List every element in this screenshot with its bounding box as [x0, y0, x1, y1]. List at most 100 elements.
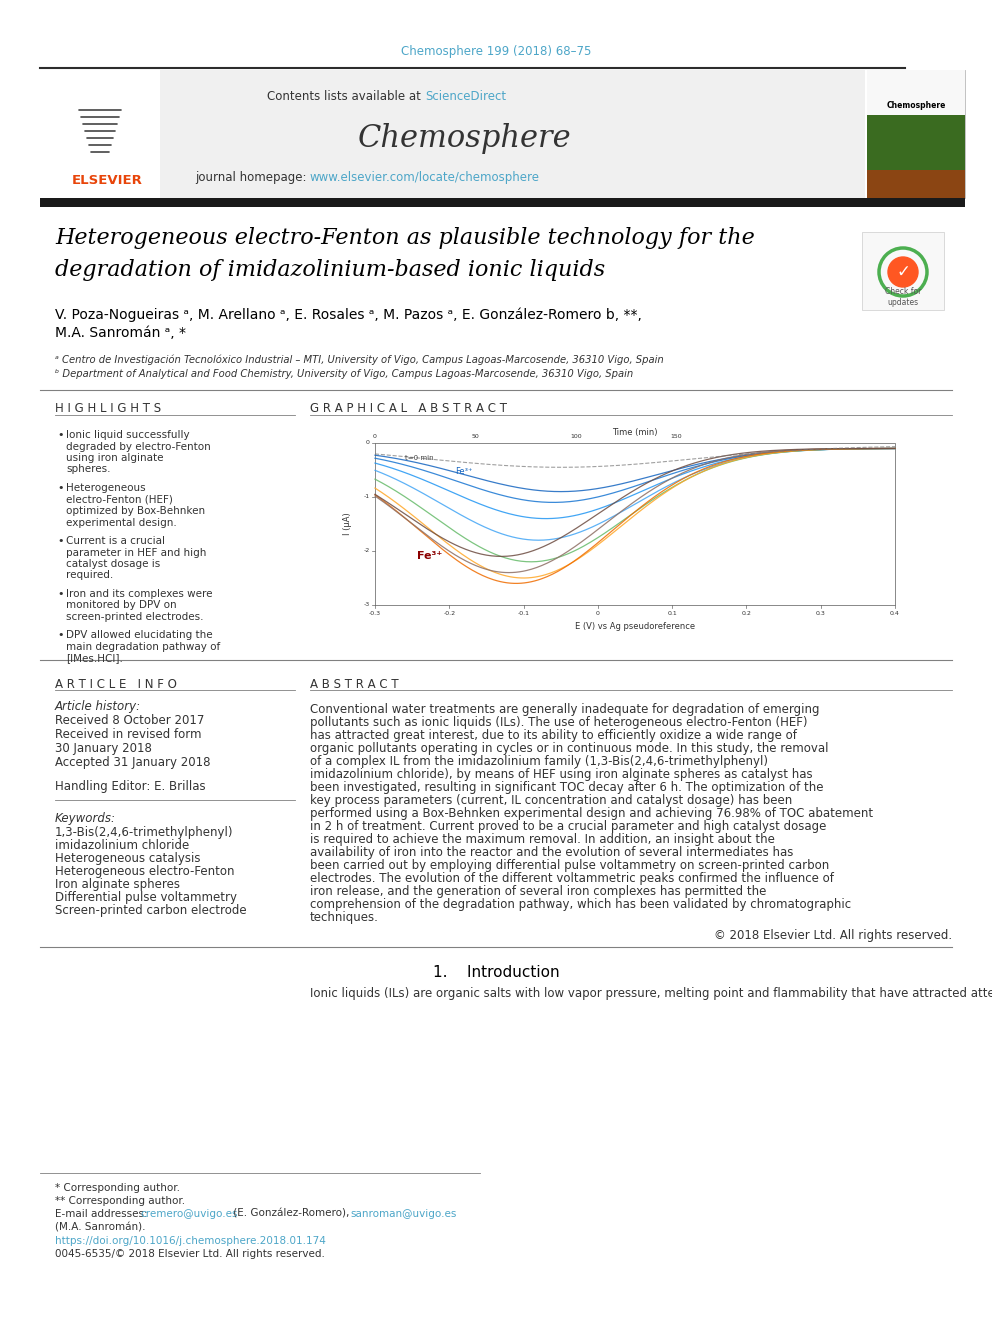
Text: A R T I C L E   I N F O: A R T I C L E I N F O [55, 677, 177, 691]
Text: been carried out by employing differential pulse voltammetry on screen-printed c: been carried out by employing differenti… [310, 859, 829, 872]
Text: Ionic liquid successfully: Ionic liquid successfully [66, 430, 189, 441]
Text: electro-Fenton (HEF): electro-Fenton (HEF) [66, 495, 173, 504]
Text: 50: 50 [471, 434, 479, 439]
Text: Heterogeneous catalysis: Heterogeneous catalysis [55, 852, 200, 865]
Text: -0.1: -0.1 [518, 611, 530, 617]
Text: Heterogeneous electro-Fenton: Heterogeneous electro-Fenton [55, 865, 234, 878]
Text: Received in revised form: Received in revised form [55, 728, 201, 741]
Text: 150: 150 [671, 434, 682, 439]
Text: Contents lists available at: Contents lists available at [268, 90, 425, 102]
Text: G R A P H I C A L   A B S T R A C T: G R A P H I C A L A B S T R A C T [310, 401, 507, 414]
Text: Chemosphere: Chemosphere [886, 101, 945, 110]
Text: is required to achieve the maximum removal. In addition, an insight about the: is required to achieve the maximum remov… [310, 833, 775, 845]
Text: •: • [57, 430, 63, 441]
Text: key process parameters (current, IL concentration and catalyst dosage) has been: key process parameters (current, IL conc… [310, 794, 793, 807]
Text: Handling Editor: E. Brillas: Handling Editor: E. Brillas [55, 781, 205, 792]
Text: 0: 0 [596, 611, 600, 617]
Text: -3: -3 [364, 602, 370, 607]
Text: Differential pulse voltammetry: Differential pulse voltammetry [55, 890, 237, 904]
Text: imidazolinium chloride), by means of HEF using iron alginate spheres as catalyst: imidazolinium chloride), by means of HEF… [310, 767, 812, 781]
Text: ScienceDirect: ScienceDirect [425, 90, 506, 102]
Text: 0: 0 [373, 434, 377, 439]
Text: 30 January 2018: 30 January 2018 [55, 742, 152, 755]
Text: cremero@uvigo.es: cremero@uvigo.es [140, 1209, 237, 1218]
Text: 1.    Introduction: 1. Introduction [433, 964, 559, 980]
Text: (M.A. Sanromán).: (M.A. Sanromán). [55, 1222, 146, 1232]
Text: ᵃ Centro de Investigación Tecnolóxico Industrial – MTI, University of Vigo, Camp: ᵃ Centro de Investigación Tecnolóxico In… [55, 355, 664, 365]
Bar [867, 115, 965, 169]
Text: degradation of imidazolinium-based ionic liquids: degradation of imidazolinium-based ionic… [55, 259, 605, 280]
Text: M.A. Sanromán ᵃ, *: M.A. Sanromán ᵃ, * [55, 325, 186, 340]
Text: 100: 100 [570, 434, 582, 439]
Text: ** Corresponding author.: ** Corresponding author. [55, 1196, 186, 1207]
Text: in 2 h of treatment. Current proved to be a crucial parameter and high catalyst : in 2 h of treatment. Current proved to b… [310, 820, 826, 833]
Text: Iron and its complexes were: Iron and its complexes were [66, 589, 212, 599]
Text: journal homepage:: journal homepage: [194, 172, 310, 184]
Bar [40, 198, 965, 206]
Text: Received 8 October 2017: Received 8 October 2017 [55, 714, 204, 728]
Text: E-mail addresses:: E-mail addresses: [55, 1209, 151, 1218]
Text: has attracted great interest, due to its ability to efficiently oxidize a wide r: has attracted great interest, due to its… [310, 729, 797, 742]
Text: www.elsevier.com/locate/chemosphere: www.elsevier.com/locate/chemosphere [310, 172, 540, 184]
Text: spheres.: spheres. [66, 464, 110, 475]
Text: Screen-printed carbon electrode: Screen-printed carbon electrode [55, 904, 247, 917]
Text: Iron alginate spheres: Iron alginate spheres [55, 878, 180, 890]
Text: iron release, and the generation of several iron complexes has permitted the: iron release, and the generation of seve… [310, 885, 767, 898]
Text: •: • [57, 483, 63, 493]
Text: required.: required. [66, 570, 113, 581]
Text: parameter in HEF and high: parameter in HEF and high [66, 548, 206, 557]
Bar [867, 70, 965, 198]
Text: •: • [57, 536, 63, 546]
Text: sanroman@uvigo.es: sanroman@uvigo.es [350, 1209, 456, 1218]
Text: •: • [57, 589, 63, 599]
Text: ✓: ✓ [896, 263, 910, 280]
Text: using iron alginate: using iron alginate [66, 452, 164, 463]
Text: electrodes. The evolution of the different voltammetric peaks confirmed the infl: electrodes. The evolution of the differe… [310, 872, 834, 885]
Text: •: • [57, 631, 63, 640]
Text: monitored by DPV on: monitored by DPV on [66, 601, 177, 610]
Text: pollutants such as ionic liquids (ILs). The use of heterogeneous electro-Fenton : pollutants such as ionic liquids (ILs). … [310, 716, 807, 729]
Text: Time (min): Time (min) [612, 429, 658, 438]
Text: https://doi.org/10.1016/j.chemosphere.2018.01.174: https://doi.org/10.1016/j.chemosphere.20… [55, 1236, 326, 1246]
Text: 1,3-Bis(2,4,6-trimethylphenyl): 1,3-Bis(2,4,6-trimethylphenyl) [55, 826, 233, 839]
Text: been investigated, resulting in significant TOC decay after 6 h. The optimizatio: been investigated, resulting in signific… [310, 781, 823, 794]
Text: catalyst dosage is: catalyst dosage is [66, 560, 161, 569]
Text: 0045-6535/© 2018 Elsevier Ltd. All rights reserved.: 0045-6535/© 2018 Elsevier Ltd. All right… [55, 1249, 324, 1259]
Text: DPV allowed elucidating the: DPV allowed elucidating the [66, 631, 212, 640]
Bar [867, 169, 965, 198]
Text: Ionic liquids (ILs) are organic salts with low vapor pressure, melting point and: Ionic liquids (ILs) are organic salts wi… [310, 987, 992, 1000]
Text: Fe³⁺: Fe³⁺ [418, 552, 442, 561]
Text: of a complex IL from the imidazolinium family (1,3-Bis(2,4,6-trimethylphenyl): of a complex IL from the imidazolinium f… [310, 755, 768, 767]
Text: organic pollutants operating in cycles or in continuous mode. In this study, the: organic pollutants operating in cycles o… [310, 742, 828, 755]
Text: experimental design.: experimental design. [66, 517, 177, 528]
Text: 0: 0 [366, 441, 370, 446]
Text: Current is a crucial: Current is a crucial [66, 536, 165, 546]
Text: [IMes.HCl].: [IMes.HCl]. [66, 654, 123, 664]
Text: Check for
updates: Check for updates [885, 287, 922, 307]
Text: Article history:: Article history: [55, 700, 141, 713]
Text: Fe³⁺: Fe³⁺ [455, 467, 472, 475]
Circle shape [888, 257, 918, 287]
Text: Chemosphere 199 (2018) 68–75: Chemosphere 199 (2018) 68–75 [401, 45, 591, 58]
Text: © 2018 Elsevier Ltd. All rights reserved.: © 2018 Elsevier Ltd. All rights reserved… [714, 929, 952, 942]
Bar [320, 425, 910, 635]
Text: performed using a Box-Behnken experimental design and achieving 76.98% of TOC ab: performed using a Box-Behnken experiment… [310, 807, 873, 820]
Text: H I G H L I G H T S: H I G H L I G H T S [55, 401, 161, 414]
Text: Conventional water treatments are generally inadequate for degradation of emergi: Conventional water treatments are genera… [310, 703, 819, 716]
Text: 0.3: 0.3 [815, 611, 825, 617]
Text: 0.4: 0.4 [890, 611, 900, 617]
Bar [867, 70, 965, 115]
Bar [862, 232, 944, 310]
Text: -0.3: -0.3 [369, 611, 381, 617]
Text: degraded by electro-Fenton: degraded by electro-Fenton [66, 442, 210, 451]
Text: ELSEVIER: ELSEVIER [72, 173, 143, 187]
Text: comprehension of the degradation pathway, which has been validated by chromatogr: comprehension of the degradation pathway… [310, 898, 851, 912]
Text: Heterogeneous electro-Fenton as plausible technology for the: Heterogeneous electro-Fenton as plausibl… [55, 228, 755, 249]
Text: t=0 min: t=0 min [405, 455, 434, 460]
Text: -1: -1 [364, 495, 370, 500]
Text: V. Poza-Nogueiras ᵃ, M. Arellano ᵃ, E. Rosales ᵃ, M. Pazos ᵃ, E. González-Romero: V. Poza-Nogueiras ᵃ, M. Arellano ᵃ, E. R… [55, 308, 642, 323]
Text: (E. González-Romero),: (E. González-Romero), [230, 1209, 352, 1218]
Text: I (μA): I (μA) [342, 512, 351, 536]
Text: -0.2: -0.2 [443, 611, 455, 617]
Text: A B S T R A C T: A B S T R A C T [310, 677, 399, 691]
